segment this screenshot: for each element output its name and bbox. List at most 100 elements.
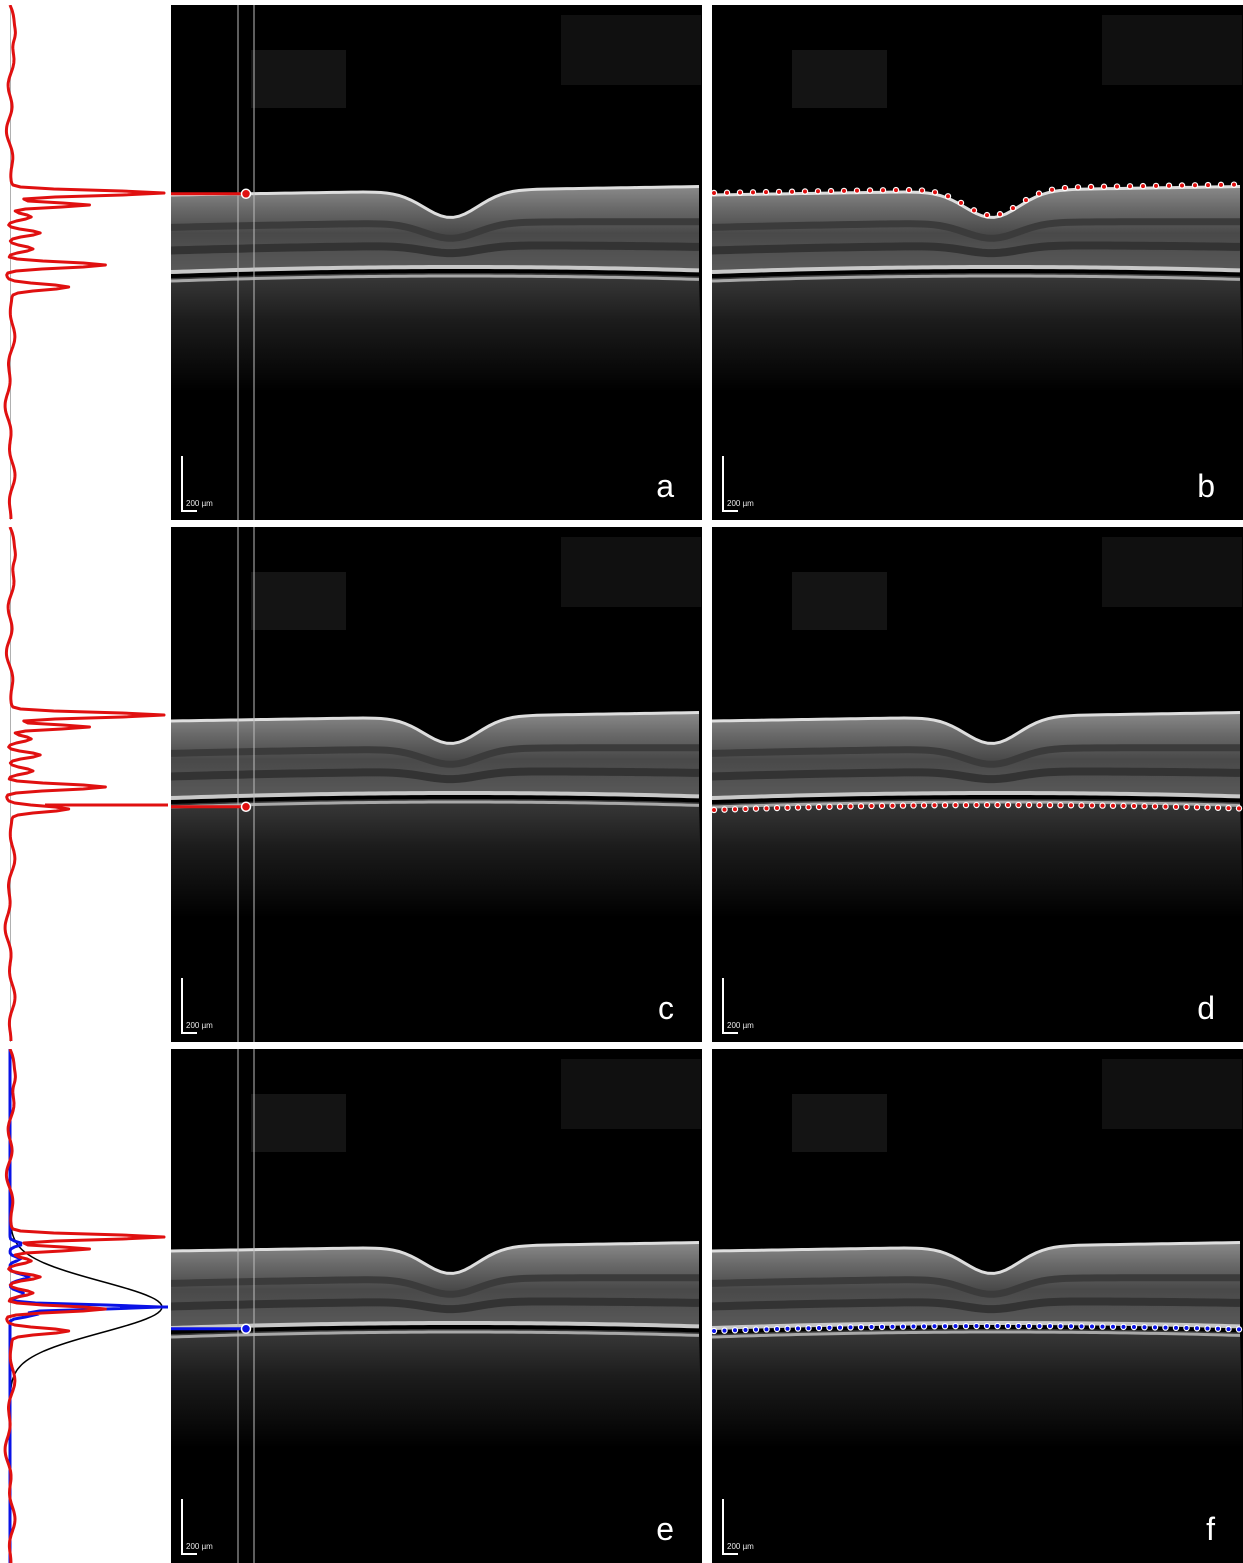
boundary-dot [805, 804, 812, 811]
intensity-profile-curve [3, 527, 166, 1041]
boundary-dot [1165, 182, 1173, 189]
boundary-dot [763, 805, 770, 812]
boundary-dot [1036, 801, 1043, 809]
bruch-membrane-line [712, 1330, 1241, 1339]
panel-letter-f: f [1206, 1511, 1215, 1547]
boundary-dot [814, 188, 822, 195]
artifact [561, 537, 701, 607]
ilm-line [712, 711, 1241, 745]
boundary-dot [1061, 184, 1069, 192]
boundary-dot [731, 806, 739, 813]
rpe-line [171, 790, 700, 801]
boundary-dot [899, 802, 907, 809]
ilm-line [171, 711, 700, 745]
ilm-line [171, 185, 700, 219]
panel-letter-c: c [658, 990, 674, 1026]
outer-nuclear-band [712, 241, 1241, 258]
boundary-dot [1204, 181, 1212, 189]
scale-bar: 200 µm [722, 978, 754, 1034]
intensity-profile-curve [3, 5, 166, 519]
boundary-dot [1078, 802, 1085, 809]
rpe-line [712, 790, 1241, 801]
boundary-dot [1025, 801, 1033, 809]
artifact [1102, 15, 1242, 85]
boundary-dot [952, 1322, 959, 1330]
rpe-line [171, 1320, 700, 1331]
boundary-dot [801, 188, 809, 195]
outer-nuclear-band [712, 767, 1241, 784]
boundary-dot [1088, 802, 1096, 809]
boundary-dot [952, 801, 959, 809]
marker-point [240, 188, 252, 200]
boundary-dot [878, 802, 886, 810]
scale-bar-label: 200 µm [727, 499, 754, 508]
boundary-dot [1046, 801, 1054, 809]
boundary-dot [1120, 802, 1127, 810]
choroid [712, 1329, 1243, 1449]
boundary-dot [1235, 1326, 1243, 1333]
boundary-dot [763, 1326, 770, 1333]
boundary-dot [1126, 183, 1134, 190]
boundary-dot [1193, 1325, 1201, 1332]
boundary-dot [784, 804, 791, 811]
boundary-dot [868, 802, 875, 810]
boundary-dot [1036, 1322, 1043, 1330]
inner-nuclear-band [712, 218, 1241, 242]
boundary-dot [1035, 190, 1043, 197]
inner-nuclear-band [171, 218, 700, 242]
boundary-dot [878, 1323, 886, 1331]
boundary-dot [1067, 802, 1075, 809]
boundary-dot [1162, 803, 1169, 810]
boundary-dot [794, 804, 802, 811]
boundary-dot [918, 187, 926, 194]
boundary-dot [857, 1323, 865, 1331]
artifact [792, 572, 887, 630]
boundary-dot [1178, 182, 1186, 189]
boundary-dot [983, 801, 991, 809]
scale-bar: 200 µm [722, 1499, 754, 1555]
boundary-dot [910, 1323, 917, 1330]
boundary-dot [847, 803, 854, 810]
choroid [171, 799, 702, 919]
bruch-membrane-line [171, 800, 700, 809]
boundary-dot [879, 187, 887, 194]
oct-scan-panel-a: 200 µm a [171, 5, 702, 520]
artifact [561, 15, 701, 85]
boundary-dot [749, 189, 757, 196]
artifact [561, 1059, 701, 1129]
boundary-dot [788, 188, 796, 195]
inner-nuclear-band [171, 1274, 700, 1298]
boundary-dot [920, 1323, 928, 1330]
boundary-dot [1225, 804, 1232, 812]
boundary-dot [712, 189, 718, 197]
artifact [792, 1094, 887, 1152]
boundary-dot [742, 805, 749, 813]
boundary-dot [931, 189, 939, 196]
scale-bar-label: 200 µm [186, 499, 213, 508]
scale-bar: 200 µm [181, 456, 213, 512]
boundary-dot [889, 1323, 896, 1330]
boundary-dot [794, 1325, 802, 1332]
boundary-dot [784, 1325, 791, 1332]
boundary-dot [1230, 181, 1238, 188]
boundary-dot [1193, 804, 1201, 811]
boundary-dot [920, 802, 928, 809]
boundary-dot [775, 188, 783, 196]
oct-scan-panel-c: 200 µm c [171, 527, 702, 1042]
boundary-dot [773, 1325, 781, 1333]
artifact [251, 572, 346, 630]
boundary-dot [1004, 801, 1012, 809]
ilm-line [712, 1241, 1241, 1275]
bruch-membrane-line [712, 274, 1241, 283]
boundary-dot [1046, 1322, 1054, 1330]
boundary-dot [889, 802, 896, 809]
boundary-dot [1172, 1324, 1180, 1332]
boundary-dot [1151, 1324, 1159, 1331]
choroid [171, 1329, 702, 1449]
boundary-dot [910, 802, 917, 809]
boundary-dot [1067, 1323, 1075, 1330]
artifact [251, 1094, 346, 1152]
oct-scan-panel-d: 200 µm d [712, 527, 1243, 1042]
boundary-dot [1087, 183, 1095, 191]
panel-letter-e: e [656, 1511, 674, 1547]
